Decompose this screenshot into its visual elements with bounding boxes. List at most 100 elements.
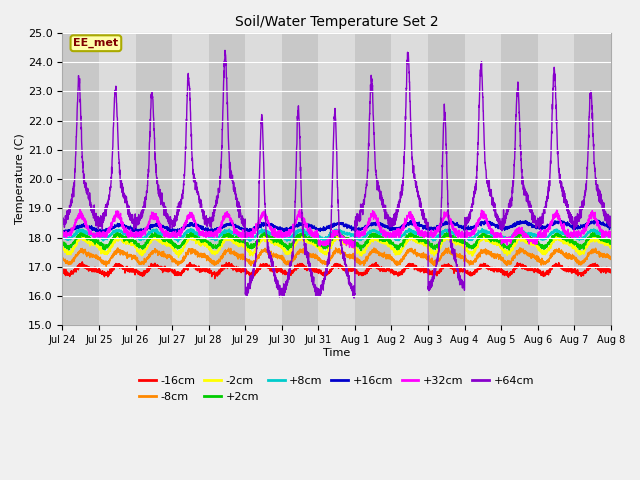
-16cm [58, 268, 66, 274]
-2cm [58, 244, 66, 250]
Bar [611, 33, 640, 325]
Bar [172, 33, 209, 325]
+2cm [358, 248, 365, 253]
+64cm [607, 221, 614, 227]
+2cm [390, 242, 398, 248]
+32cm [390, 232, 398, 238]
-2cm [212, 251, 220, 256]
-8cm [607, 255, 614, 261]
+8cm [212, 236, 220, 241]
-16cm [556, 261, 563, 267]
+8cm [607, 235, 614, 240]
+32cm [607, 228, 614, 234]
Bar [282, 33, 318, 325]
Bar [99, 33, 136, 325]
-8cm [516, 245, 524, 251]
+16cm [593, 217, 601, 223]
+8cm [174, 239, 182, 245]
+2cm [212, 243, 220, 249]
Y-axis label: Temperature (C): Temperature (C) [15, 134, 25, 225]
X-axis label: Time: Time [323, 348, 350, 358]
+64cm [400, 161, 408, 167]
-8cm [58, 256, 66, 262]
-8cm [102, 264, 110, 269]
Bar [501, 33, 538, 325]
-16cm [390, 270, 398, 276]
+8cm [607, 234, 614, 240]
+32cm [607, 234, 614, 240]
-2cm [607, 243, 614, 249]
+64cm [350, 295, 358, 301]
+8cm [400, 232, 408, 238]
Line: -2cm: -2cm [62, 235, 611, 257]
-8cm [607, 255, 614, 261]
-16cm [78, 259, 86, 264]
-16cm [176, 272, 184, 278]
+16cm [212, 227, 220, 233]
Line: -16cm: -16cm [62, 262, 611, 279]
Line: +32cm: +32cm [62, 209, 611, 248]
-2cm [224, 232, 232, 238]
+8cm [176, 237, 184, 242]
-16cm [400, 267, 408, 273]
+32cm [58, 233, 66, 239]
Bar [245, 33, 282, 325]
Bar [428, 33, 465, 325]
Bar [136, 33, 172, 325]
Bar [62, 33, 99, 325]
Line: +2cm: +2cm [62, 230, 611, 251]
-2cm [175, 254, 182, 260]
+32cm [556, 214, 563, 219]
+32cm [349, 245, 357, 251]
Text: EE_met: EE_met [74, 38, 118, 48]
-8cm [400, 256, 408, 262]
Bar [392, 33, 428, 325]
Bar [355, 33, 392, 325]
+16cm [95, 231, 102, 237]
-8cm [176, 261, 184, 266]
Bar [465, 33, 501, 325]
+8cm [390, 235, 398, 240]
-8cm [390, 259, 398, 265]
+2cm [400, 239, 408, 244]
Line: +16cm: +16cm [62, 220, 611, 234]
+16cm [400, 224, 408, 229]
Bar [318, 33, 355, 325]
-2cm [556, 235, 563, 240]
Legend: -16cm, -8cm, -2cm, +2cm, +8cm, +16cm, +32cm, +64cm: -16cm, -8cm, -2cm, +2cm, +8cm, +16cm, +3… [135, 372, 538, 406]
+2cm [556, 233, 563, 239]
-2cm [400, 243, 408, 249]
+64cm [221, 48, 229, 53]
-8cm [556, 249, 563, 255]
+16cm [607, 223, 614, 229]
+64cm [607, 219, 614, 225]
+32cm [76, 206, 84, 212]
+2cm [607, 239, 614, 244]
Bar [574, 33, 611, 325]
-2cm [390, 246, 398, 252]
+16cm [390, 226, 398, 232]
+2cm [176, 244, 184, 250]
-2cm [176, 251, 184, 257]
+64cm [212, 203, 220, 209]
Line: -8cm: -8cm [62, 248, 611, 266]
+64cm [176, 204, 184, 210]
+16cm [607, 224, 614, 229]
Title: Soil/Water Temperature Set 2: Soil/Water Temperature Set 2 [235, 15, 438, 29]
+64cm [390, 211, 398, 217]
-2cm [607, 246, 614, 252]
-16cm [607, 266, 614, 272]
-8cm [212, 262, 220, 268]
+2cm [607, 241, 614, 247]
+8cm [556, 228, 563, 233]
+2cm [58, 240, 66, 245]
-16cm [211, 276, 219, 282]
+16cm [555, 219, 563, 225]
-16cm [607, 268, 614, 274]
+32cm [400, 225, 408, 230]
+16cm [58, 229, 66, 235]
+32cm [176, 232, 184, 238]
+32cm [212, 231, 220, 237]
+8cm [58, 233, 66, 239]
+64cm [556, 166, 563, 172]
